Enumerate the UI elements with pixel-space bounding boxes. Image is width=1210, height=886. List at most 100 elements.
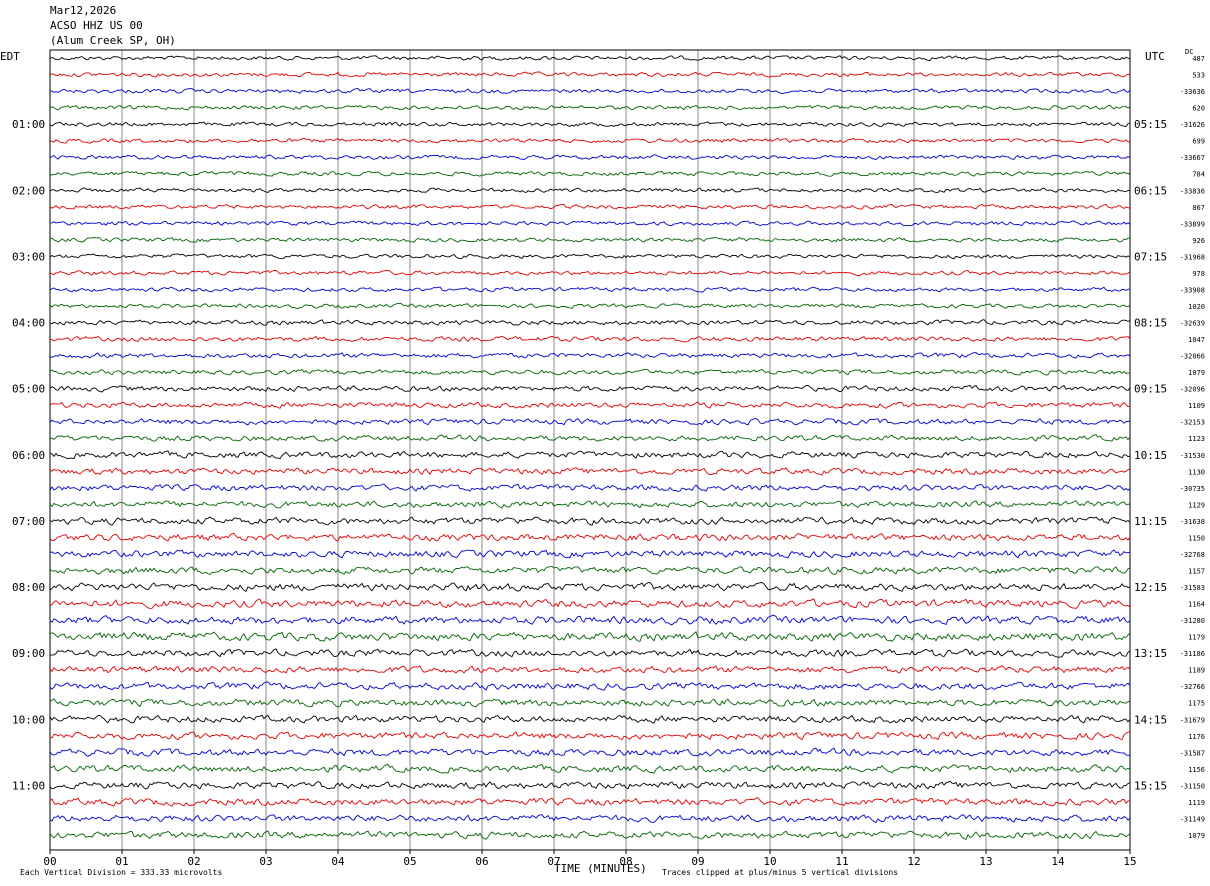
dc-offset-label: 487 [1192, 55, 1205, 63]
dc-offset-label: -32153 [1180, 419, 1205, 427]
left-hour-label: 11:00 [12, 779, 45, 792]
right-hour-label: 15:15 [1134, 779, 1167, 792]
seismic-trace [49, 418, 1131, 426]
seismic-trace [49, 302, 1131, 310]
x-tick-label: 06 [475, 855, 488, 868]
dc-offset-label: -31638 [1180, 518, 1205, 526]
dc-offset-label: -31583 [1180, 584, 1205, 592]
left-hour-label: 08:00 [12, 581, 45, 594]
dc-offset-label: -32768 [1180, 551, 1205, 559]
left-hour-label: 10:00 [12, 713, 45, 726]
seismic-trace [49, 434, 1131, 442]
dc-label: DC [1185, 48, 1194, 56]
seismic-trace [49, 286, 1131, 293]
seismic-trace [49, 88, 1131, 94]
seismic-trace [49, 516, 1131, 526]
x-tick-label: 01 [115, 855, 128, 868]
x-tick-label: 11 [835, 855, 848, 868]
location-label: (Alum Creek SP, OH) [50, 34, 176, 47]
plot-frame [49, 49, 1131, 851]
left-hour-label: 01:00 [12, 118, 45, 131]
seismic-trace [49, 384, 1131, 393]
left-timezone-label: EDT [0, 50, 20, 63]
seismic-trace [49, 780, 1131, 790]
dc-offset-label: 926 [1192, 237, 1205, 245]
dc-offset-label: 1189 [1188, 667, 1205, 675]
footer-scale-note: Each Vertical Division = 333.33 microvol… [20, 868, 223, 877]
left-hour-label: 02:00 [12, 184, 45, 197]
x-tick-label: 15 [1123, 855, 1136, 868]
seismic-trace [49, 500, 1130, 509]
dc-offset-label: -31280 [1180, 617, 1205, 625]
right-hour-label: 13:15 [1134, 647, 1167, 660]
dc-offset-label: -31150 [1180, 782, 1205, 790]
right-hour-label: 08:15 [1134, 317, 1167, 330]
seismic-trace [49, 269, 1131, 277]
seismic-trace [49, 614, 1131, 626]
seismic-trace [49, 731, 1131, 741]
dc-offset-label: -33667 [1180, 154, 1205, 162]
seismic-trace [49, 170, 1131, 177]
dc-offset-label: -31186 [1180, 650, 1205, 658]
dc-offset-label: 620 [1192, 105, 1205, 113]
right-hour-label: 11:15 [1134, 515, 1167, 528]
seismic-trace [49, 237, 1131, 243]
seismic-trace [49, 582, 1131, 593]
dc-offset-label: -33899 [1180, 220, 1205, 228]
x-tick-label: 05 [403, 855, 416, 868]
dc-offset-label: 1176 [1188, 733, 1205, 741]
x-tick-label: 10 [763, 855, 776, 868]
seismic-trace [49, 220, 1131, 227]
seismic-trace [49, 368, 1131, 376]
seismic-trace [49, 187, 1131, 194]
dc-offset-label: 978 [1192, 270, 1205, 278]
left-hour-label: 09:00 [12, 647, 45, 660]
seismic-trace [49, 681, 1131, 691]
x-tick-label: 09 [691, 855, 704, 868]
dc-offset-label: 867 [1192, 204, 1205, 212]
dc-offset-label: 1109 [1188, 402, 1205, 410]
x-tick-label: 04 [331, 855, 345, 868]
seismic-trace [49, 483, 1131, 492]
right-hour-label: 10:15 [1134, 449, 1167, 462]
footer-clip-note: Traces clipped at plus/minus 5 vertical … [662, 868, 899, 877]
right-hour-label: 07:15 [1134, 250, 1167, 263]
dc-offset-label: 1175 [1188, 700, 1205, 708]
seismic-trace [49, 598, 1131, 610]
dc-offset-label: 1079 [1188, 832, 1205, 840]
dc-offset-label: -33836 [1180, 187, 1205, 195]
seismic-trace [49, 797, 1131, 807]
dc-offset-label: 1047 [1188, 336, 1205, 344]
x-axis-title: TIME (MINUTES) [554, 862, 647, 875]
dc-offset-label: -31587 [1180, 749, 1205, 757]
seismic-trace [49, 549, 1131, 559]
x-tick-label: 02 [187, 855, 200, 868]
dc-offset-label: -32096 [1180, 386, 1205, 394]
seismic-trace [49, 55, 1131, 61]
left-hour-label: 04:00 [12, 317, 45, 330]
seismic-trace [49, 71, 1131, 78]
seismic-trace [49, 121, 1131, 128]
station-label: ACSO HHZ US 00 [50, 19, 143, 32]
dc-offset-label: 1079 [1188, 369, 1205, 377]
seismic-trace [49, 203, 1131, 210]
right-hour-label: 14:15 [1134, 713, 1167, 726]
dc-offset-label: 1130 [1188, 468, 1205, 476]
dc-offset-label: -33908 [1180, 286, 1205, 294]
seismic-trace [49, 763, 1131, 774]
dc-offset-label: -31626 [1180, 121, 1205, 129]
seismic-trace [49, 253, 1131, 260]
dc-offset-label: 1179 [1188, 634, 1205, 642]
dc-offset-label: 1157 [1188, 567, 1205, 575]
left-hour-label: 07:00 [12, 515, 45, 528]
left-hour-label: 05:00 [12, 383, 45, 396]
seismic-trace [49, 665, 1131, 674]
dc-offset-label: 699 [1192, 138, 1205, 146]
dc-offset-label: 784 [1192, 171, 1205, 179]
seismic-trace [50, 137, 1131, 144]
dc-offset-label: 1150 [1188, 534, 1205, 542]
dc-offset-label: 1164 [1188, 601, 1205, 609]
dc-offset-label: 533 [1192, 72, 1205, 80]
seismic-trace [49, 830, 1131, 840]
dc-offset-label: 1020 [1188, 303, 1205, 311]
